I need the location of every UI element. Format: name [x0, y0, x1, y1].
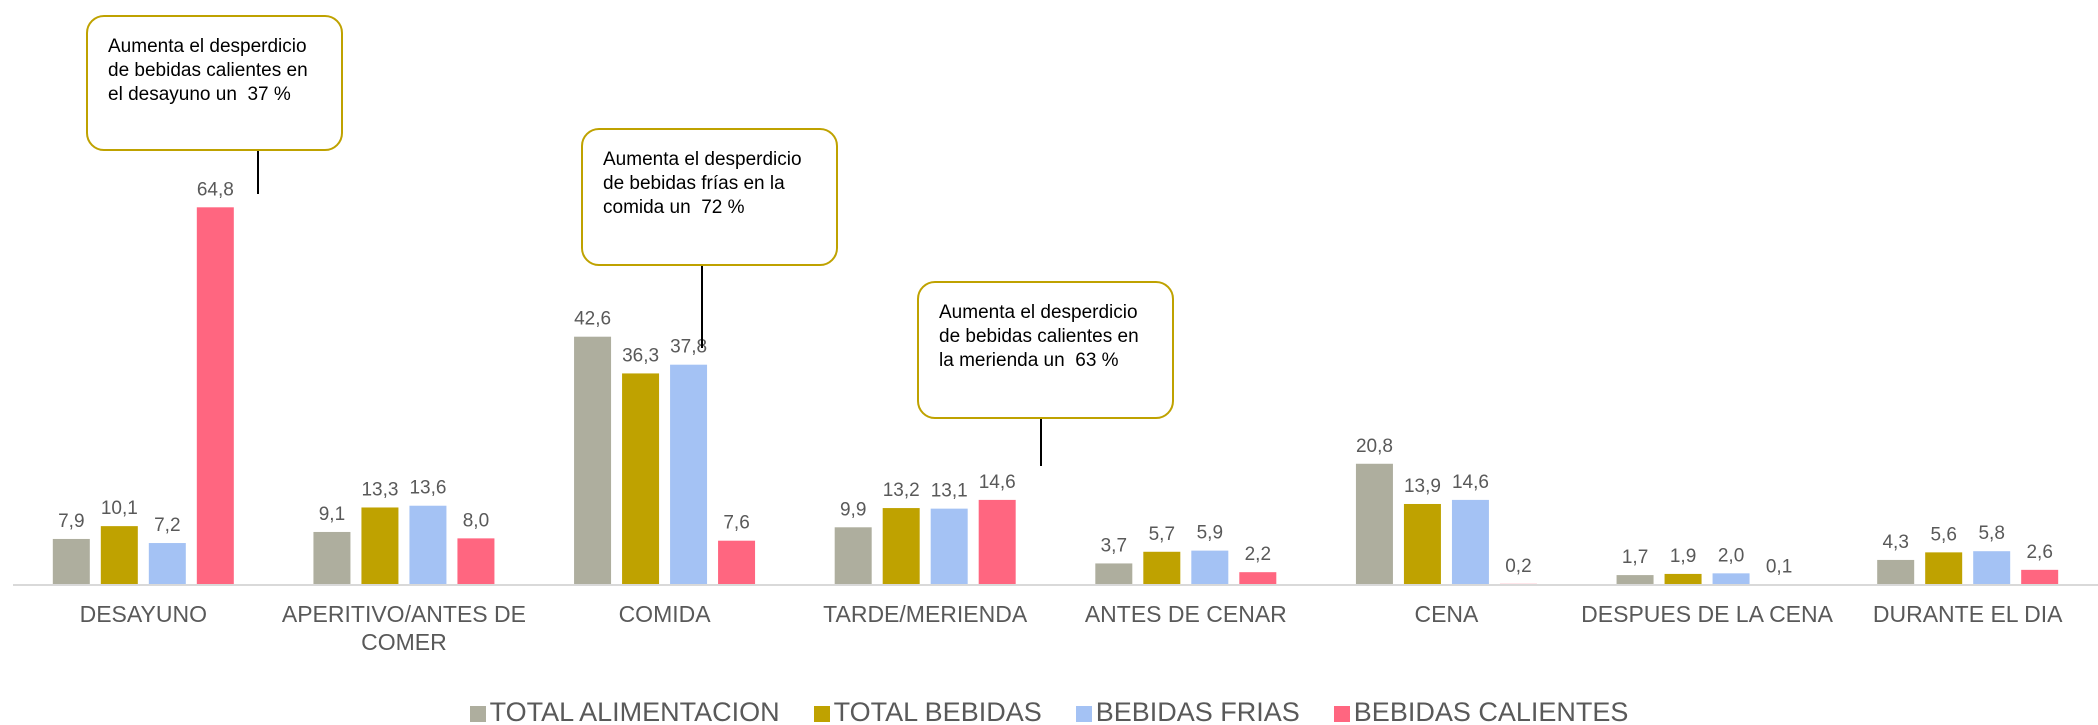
value-label: 3,7	[1101, 535, 1127, 556]
x-tick-label: COMIDA	[618, 601, 711, 627]
legend-label: BEBIDAS CALIENTES	[1353, 697, 1629, 725]
bar	[1712, 573, 1750, 585]
bar	[1925, 552, 1963, 585]
bar	[930, 508, 968, 585]
value-label: 42,6	[574, 309, 611, 330]
bar	[574, 336, 612, 585]
value-label: 5,8	[1978, 523, 2004, 544]
value-label: 5,7	[1149, 524, 1175, 545]
bar	[718, 540, 756, 585]
value-label: 20,8	[1356, 436, 1393, 457]
x-tick-label: DURANTE EL DIA	[1872, 601, 2063, 627]
value-label: 5,9	[1197, 523, 1223, 544]
bar	[1239, 572, 1277, 585]
value-label: 13,1	[931, 481, 968, 502]
legend-item: TOTAL ALIMENTACION	[469, 697, 780, 725]
bar	[1973, 551, 2011, 585]
value-label: 10,1	[101, 498, 138, 519]
value-label: 2,2	[1245, 544, 1271, 565]
value-label: 36,3	[622, 345, 659, 366]
x-tick-label: APERITIVO/ANTES DE COMER	[281, 601, 526, 655]
legend-label: TOTAL ALIMENTACION	[489, 697, 780, 725]
value-label: 37,8	[670, 337, 707, 358]
bar	[1877, 559, 1915, 585]
bar	[1143, 551, 1181, 585]
value-label: 2,6	[2026, 542, 2052, 563]
x-tick-label: TARDE/MERIENDA	[823, 601, 1028, 627]
value-label: 13,2	[883, 480, 920, 501]
value-label: 2,0	[1718, 545, 1744, 566]
bar	[1664, 573, 1702, 585]
value-label: 1,7	[1622, 547, 1648, 568]
bar	[313, 531, 351, 585]
bar	[1191, 550, 1229, 585]
legend-swatch	[1075, 705, 1092, 722]
bar	[978, 499, 1016, 585]
annotation: Aumenta el desperdicio de bebidas calien…	[86, 15, 343, 151]
annotation: Aumenta el desperdicio de bebidas calien…	[917, 281, 1174, 419]
x-tick-label: DESPUES DE LA CENA	[1581, 601, 1833, 627]
bar	[622, 373, 660, 585]
bar	[1616, 575, 1654, 585]
bar	[1095, 563, 1133, 585]
bar	[1451, 499, 1489, 585]
bar	[409, 505, 447, 585]
bar	[361, 507, 399, 585]
value-label: 7,2	[154, 515, 180, 536]
bar	[834, 527, 872, 585]
legend-swatch	[469, 705, 486, 722]
value-label: 4,3	[1882, 532, 1908, 553]
bar	[52, 538, 90, 585]
value-label: 7,6	[723, 513, 749, 534]
value-label: 14,6	[1452, 472, 1489, 493]
value-label: 0,2	[1505, 556, 1531, 577]
legend-label: BEBIDAS FRIAS	[1095, 697, 1300, 725]
annotation: Aumenta el desperdicio de bebidas frías …	[581, 128, 838, 266]
x-tick-label: DESAYUNO	[79, 601, 207, 627]
value-label: 1,9	[1670, 546, 1696, 567]
value-label: 5,6	[1930, 524, 1956, 545]
value-label: 13,6	[409, 478, 446, 499]
bar	[670, 364, 708, 585]
legend-swatch	[813, 705, 830, 722]
value-label: 7,9	[58, 511, 84, 532]
value-label: 13,9	[1404, 476, 1441, 497]
value-label: 8,0	[463, 510, 489, 531]
bar	[1403, 503, 1441, 585]
x-tick-label: ANTES DE CENAR	[1084, 601, 1287, 627]
bar	[882, 508, 920, 585]
bar	[2021, 569, 2059, 585]
value-label: 9,1	[319, 504, 345, 525]
bar	[1355, 463, 1393, 585]
value-label: 64,8	[197, 179, 234, 200]
value-label: 0,1	[1766, 556, 1792, 577]
bar	[100, 526, 138, 585]
bar	[196, 207, 234, 585]
bar	[457, 538, 495, 585]
legend-item: TOTAL BEBIDAS	[813, 697, 1042, 725]
legend: TOTAL ALIMENTACION TOTAL BEBIDAS BEBIDAS F…	[0, 697, 2098, 725]
x-tick-label: CENA	[1414, 601, 1479, 627]
value-label: 14,6	[979, 472, 1016, 493]
value-label: 13,3	[361, 479, 398, 500]
legend-label: TOTAL BEBIDAS	[833, 697, 1042, 725]
value-label: 9,9	[840, 499, 866, 520]
bar	[148, 543, 186, 585]
legend-item: BEBIDAS CALIENTES	[1333, 697, 1629, 725]
legend-swatch	[1333, 705, 1350, 722]
legend-item: BEBIDAS FRIAS	[1075, 697, 1300, 725]
